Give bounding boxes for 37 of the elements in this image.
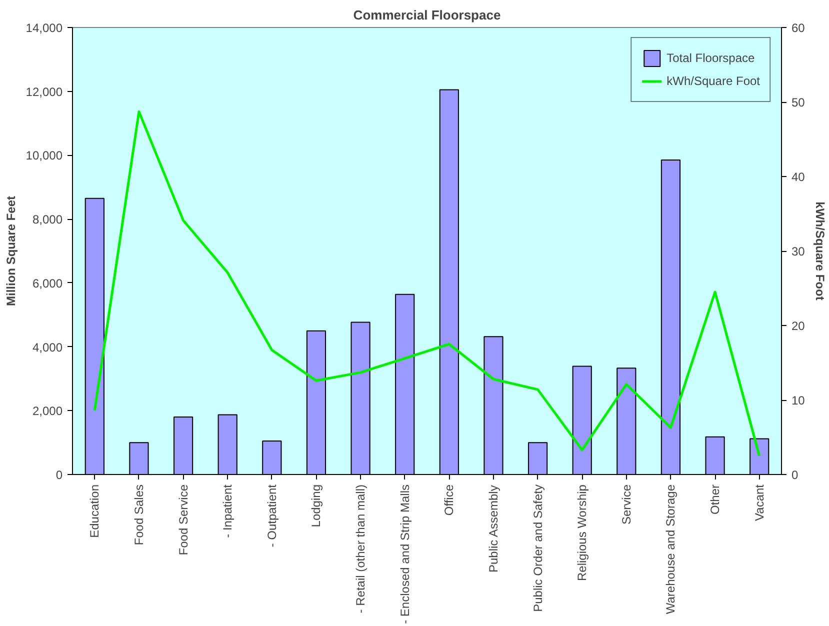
- y2-tick-label: 10: [792, 394, 806, 408]
- y-tick-label: 12,000: [26, 84, 63, 99]
- x-tick-label: Religious Worship: [575, 484, 590, 581]
- y2-tick-label: 30: [792, 244, 806, 258]
- x-tick-label: - Enclosed and Strip Malls: [398, 484, 412, 624]
- y-tick-label: 6,000: [32, 276, 63, 290]
- y-tick-label: 8,000: [32, 212, 63, 227]
- y-tick-label: 2,000: [32, 404, 63, 418]
- x-tick-label: - Outpatient: [264, 484, 279, 548]
- y-tick-label: 0: [56, 468, 63, 482]
- y2-tick-label: 20: [792, 319, 806, 333]
- x-tick-label: Office: [442, 484, 456, 516]
- x-tick-label: Vacant: [752, 484, 766, 521]
- legend-label: Total Floorspace: [666, 51, 755, 65]
- y2-axis-title: kWh/Square Foot: [812, 202, 827, 300]
- legend-label: kWh/Square Foot: [666, 74, 760, 88]
- x-tick-label: Service: [619, 484, 634, 525]
- y-tick-label: 10,000: [26, 148, 63, 163]
- y2-tick-label: 0: [792, 468, 798, 482]
- y-axis-title: Million Square Feet: [4, 196, 18, 306]
- x-tick-label: Food Service: [176, 484, 190, 556]
- x-tick-label: Public Assembly: [486, 485, 500, 573]
- x-tick-label: Warehouse and Storage: [664, 484, 678, 614]
- x-tick-label: Education: [88, 484, 102, 538]
- y2-tick-label: 60: [792, 21, 806, 35]
- y2-tick-label: 50: [792, 96, 806, 110]
- y-tick-label: 4,000: [32, 340, 63, 354]
- y2-tick-label: 40: [792, 170, 806, 184]
- x-tick-label: Lodging: [309, 484, 324, 528]
- x-tick-label: Food Sales: [132, 484, 146, 546]
- x-tick-label: Other: [708, 484, 722, 515]
- y-tick-label: 14,000: [26, 21, 63, 35]
- x-tick-label: - Retail (other than mall): [354, 484, 368, 614]
- chart-title: Commercial Floorspace: [353, 8, 501, 22]
- line-series: [93, 110, 761, 458]
- x-tick-label: Public Order and Safety: [530, 484, 545, 612]
- x-tick-label: - Inpatient: [220, 484, 235, 538]
